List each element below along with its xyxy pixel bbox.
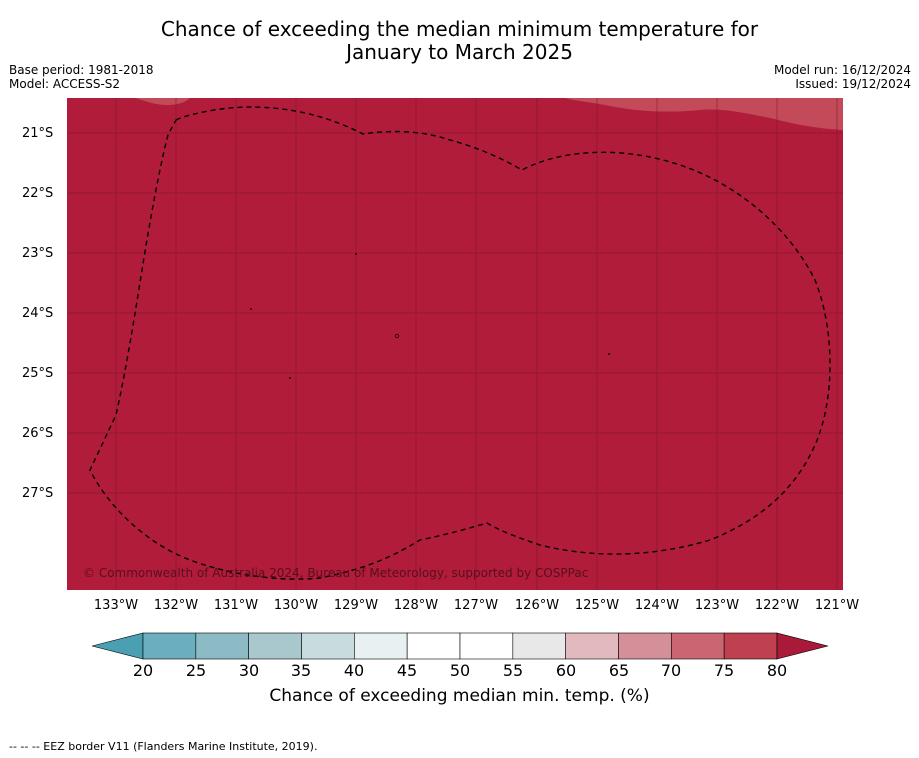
colorbar-tick: 65: [608, 661, 630, 680]
lon-label: 130°W: [273, 598, 319, 613]
colorbar-tick: 35: [290, 661, 312, 680]
title-line-2: January to March 2025: [346, 40, 573, 64]
colorbar-tick: 50: [449, 661, 471, 680]
colorbar-segment: [512, 632, 566, 660]
lon-label: 129°W: [333, 598, 379, 613]
colorbar-tick: 20: [132, 661, 154, 680]
eez-border: [89, 106, 831, 580]
colorbar-title: Chance of exceeding median min. temp. (%…: [269, 686, 650, 706]
colorbar-tick: 75: [713, 661, 735, 680]
colorbar-segment: [723, 632, 778, 660]
eez-footnote: -- -- -- EEZ border V11 (Flanders Marine…: [9, 740, 318, 753]
colorbar-segment: [301, 632, 355, 660]
colorbar-segment: [618, 632, 672, 660]
colorbar-segment: [565, 632, 619, 660]
model-name: Model: ACCESS-S2: [9, 77, 121, 91]
meta-left: Base period: 1981-2018 Model: ACCESS-S2: [9, 63, 154, 91]
colorbar-tick: 70: [660, 661, 682, 680]
colorbar-segment: [195, 632, 249, 660]
colorbar-segment: [671, 632, 725, 660]
meta-right: Model run: 16/12/2024 Issued: 19/12/2024: [774, 63, 911, 91]
lon-label: 133°W: [93, 598, 139, 613]
islands: [250, 253, 610, 379]
colorbar-tick: 25: [185, 661, 207, 680]
colorbar-segment: [354, 632, 408, 660]
lon-label: 126°W: [514, 598, 560, 613]
colorbar-tick: 55: [502, 661, 524, 680]
lat-label: 25°S: [22, 366, 54, 381]
lat-label: 22°S: [22, 186, 54, 201]
lon-label: 121°W: [814, 598, 860, 613]
lon-label: 131°W: [213, 598, 259, 613]
colorbar-segment: [248, 632, 302, 660]
map-area: [67, 98, 843, 590]
base-period: Base period: 1981-2018: [9, 63, 154, 77]
lon-label: 132°W: [153, 598, 199, 613]
colorbar-tick: 45: [396, 661, 418, 680]
colorbar-tick: 30: [238, 661, 260, 680]
colorbar-tick: 60: [555, 661, 577, 680]
colorbar-segment: [406, 632, 461, 660]
title-line-1: Chance of exceeding the median minimum t…: [160, 17, 759, 41]
graticule: [67, 98, 843, 590]
lat-label: 23°S: [22, 246, 54, 261]
lat-label: 24°S: [22, 306, 54, 321]
colorbar-tick: 40: [343, 661, 365, 680]
colorbar-segment: [459, 632, 514, 660]
lat-label: 21°S: [22, 126, 54, 141]
model-run: Model run: 16/12/2024: [773, 63, 911, 77]
colorbar-over-arrow: [776, 632, 829, 660]
lon-label: 128°W: [393, 598, 439, 613]
chart-title: Chance of exceeding the median minimum t…: [0, 18, 919, 64]
colorbar: [91, 632, 829, 660]
lon-label: 122°W: [754, 598, 800, 613]
lon-label: 124°W: [634, 598, 680, 613]
lat-label: 26°S: [22, 426, 54, 441]
light-band-top-right: [565, 98, 843, 130]
lon-label: 123°W: [694, 598, 740, 613]
lat-label: 27°S: [22, 486, 54, 501]
copyright-text: © Commonwealth of Australia 2024, Bureau…: [83, 566, 588, 580]
colorbar-tick: 80: [766, 661, 788, 680]
colorbar-under-arrow: [91, 632, 144, 660]
colorbar-segment: [142, 632, 197, 660]
issued-date: Issued: 19/12/2024: [795, 77, 911, 91]
lon-label: 127°W: [453, 598, 499, 613]
lon-label: 125°W: [574, 598, 620, 613]
